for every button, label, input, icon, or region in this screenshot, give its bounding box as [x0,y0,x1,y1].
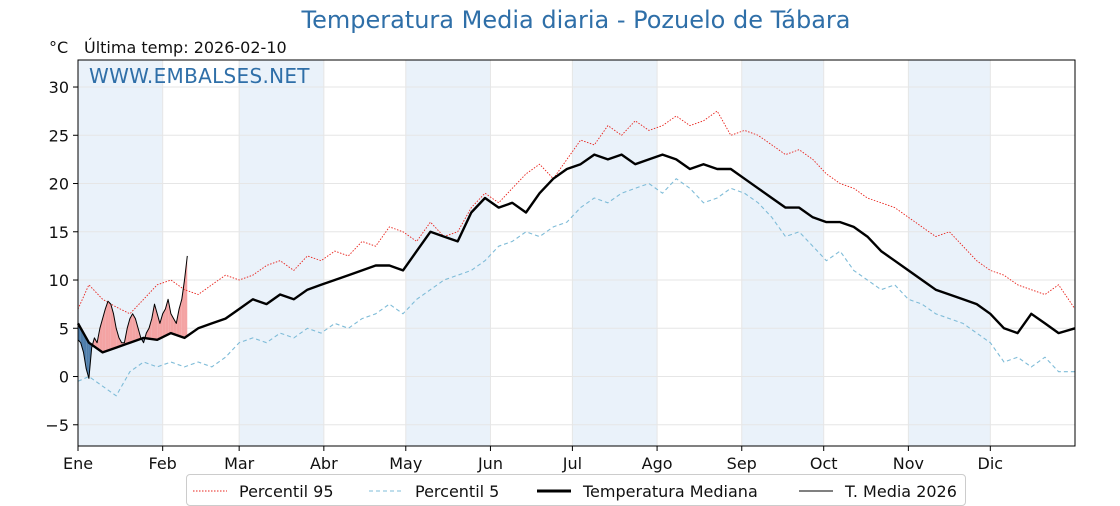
y-tick-label: 15 [49,223,69,242]
x-tick-label: Ene [63,454,93,473]
anomaly-fill-11 [105,301,109,352]
month-band-Mar [239,60,324,446]
legend-item-2026: T. Media 2026 [799,480,957,502]
line-percentil-95 [77,110,1076,315]
grid-lines [77,60,1075,446]
anomaly-fill-20 [129,313,133,343]
x-tick-label: Feb [149,454,177,473]
legend-swatch-p95 [193,490,227,492]
legend-swatch-median [537,489,571,493]
legend-label-median: Temperatura Mediana [583,481,758,501]
legend-label-p5: Percentil 5 [415,481,500,501]
legend: Percentil 95 Percentil 5 Temperatura Med… [186,474,966,506]
y-unit-label: °C [49,38,69,57]
anomaly-fill-12 [108,301,111,351]
x-tick-label: Sep [727,454,757,473]
anomaly-fill-37 [176,308,180,336]
legend-item-p5: Percentil 5 [369,480,499,502]
anomaly-fill-22 [135,318,139,341]
series-lines [76,110,1076,397]
month-band-Nov [908,60,991,446]
plot-frame [77,59,1076,447]
legend-item-p95: Percentil 95 [193,480,334,502]
anomaly-fill-27 [149,318,152,340]
anomaly-fill-3 [83,333,87,369]
x-tick-label: Ago [642,454,673,473]
y-tick-label: 0 [59,368,69,387]
anomaly-fill-15 [116,328,119,348]
legend-swatch-p5 [369,490,403,492]
anomaly-fill-13 [110,304,114,350]
y-tick-label: 25 [49,126,69,145]
anomaly-fill-30 [157,313,160,340]
y-tick-label: −5 [45,416,69,435]
legend-swatch-2026 [799,490,833,492]
anomaly-fill-34 [168,299,171,335]
y-tick-label: 20 [49,175,69,194]
last-update-label: Última temp: 2026-02-10 [84,38,287,57]
y-tick-label: 5 [59,319,69,338]
x-tick-label: Jun [477,454,503,473]
y-tick-label: 30 [49,78,69,97]
anomaly-fill-26 [146,328,150,339]
x-tick-label: Oct [810,454,838,473]
month-band-May [405,60,491,446]
anomaly-fill-14 [113,313,117,349]
line-temperatura-mediana [76,153,1076,354]
x-tick-label: Jul [562,454,582,473]
month-bands [78,60,991,446]
anomaly-fill-38 [179,299,182,337]
month-band-Ene [78,60,163,446]
month-band-Jul [572,60,658,446]
y-tick-label: 10 [49,271,69,290]
x-tick-label: May [389,454,422,473]
anomaly-fill-19 [127,318,130,344]
month-band-Sep [741,60,824,446]
x-tick-label: Mar [224,454,255,473]
watermark: WWW.EMBALSES.NET [89,64,310,88]
axis-ticks: −5 0 5 10 15 20 25 30 Ene Feb Mar Abr May Jun Jul Ago Se… [45,78,1003,473]
line-t-media-2026 [77,255,188,379]
anomaly-fill-32 [162,308,166,338]
chart-title: Temperatura Media diaria - Pozuelo de Tá… [301,6,851,34]
legend-label-2026: T. Media 2026 [845,481,957,501]
anomaly-fill-10 [102,308,106,353]
anomaly-fill-28 [151,304,155,340]
anomaly-fill-35 [170,313,174,335]
anomaly-fill-21 [132,313,136,342]
anomaly-fill-16 [118,337,122,347]
legend-label-p95: Percentil 95 [239,481,334,501]
anomaly-fill-39 [181,280,185,338]
legend-item-median: Temperatura Mediana [537,480,758,502]
x-tick-label: Nov [893,454,924,473]
anomaly-fill-4 [86,337,89,379]
x-tick-label: Dic [978,454,1004,473]
anomaly-fill-33 [165,299,169,336]
x-tick-label: Abr [310,454,338,473]
anomaly-fill-31 [159,313,163,339]
line-percentil-5 [77,178,1075,397]
